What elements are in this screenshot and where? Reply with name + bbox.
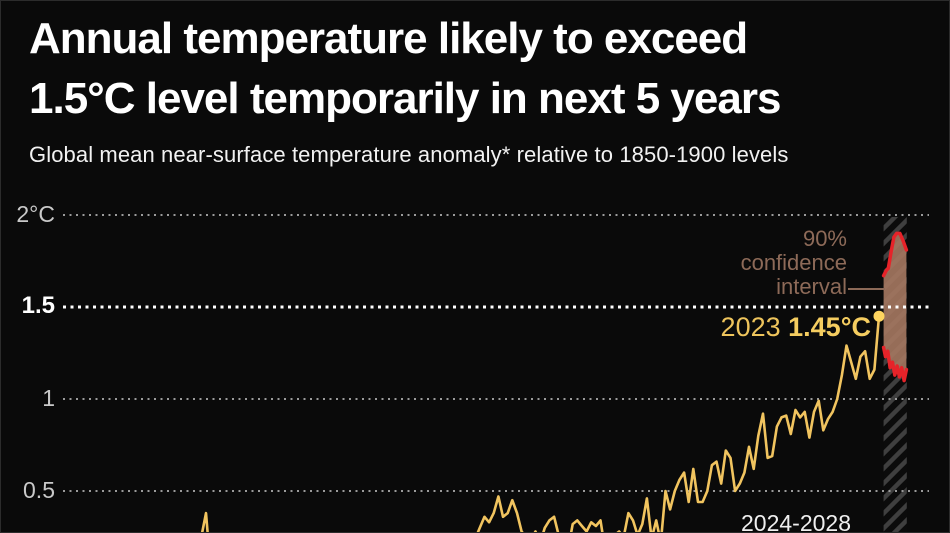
y-tick-2c: 2°C	[16, 201, 55, 227]
annotation-2023-year: 2023	[720, 312, 781, 342]
title-line-1: Annual temperature likely to exceed	[29, 14, 748, 63]
ci-label-line-2: confidence	[740, 250, 847, 275]
page-title: Annual temperature likely to exceed 1.5°C…	[29, 9, 781, 129]
chart-subtitle: Global mean near-surface temperature ano…	[29, 142, 789, 167]
annotation-2023: 2023 1.45°C	[721, 312, 871, 343]
ci-pointer-line	[848, 288, 885, 290]
point-2023-dot	[873, 310, 885, 322]
annotation-2023-value: 1.45°C	[788, 312, 871, 342]
ci-lower-bound-line	[881, 345, 909, 383]
ci-upper-bound-line	[881, 231, 909, 278]
observed-anomaly-line	[200, 316, 881, 532]
y-tick-1-5: 1.5	[21, 292, 55, 319]
confidence-interval-label: 90% confidence interval	[741, 227, 847, 299]
ci-label-line-3: interval	[776, 274, 847, 299]
title-line-2: 1.5°C level temporarily in next 5 years	[29, 74, 781, 123]
confidence-band	[883, 233, 907, 381]
forecast-period-label: 2024-2028	[741, 510, 851, 533]
y-tick-0-5: 0.5	[23, 477, 55, 503]
ci-label-line-1: 90%	[802, 226, 847, 251]
y-tick-1: 1	[42, 385, 55, 411]
